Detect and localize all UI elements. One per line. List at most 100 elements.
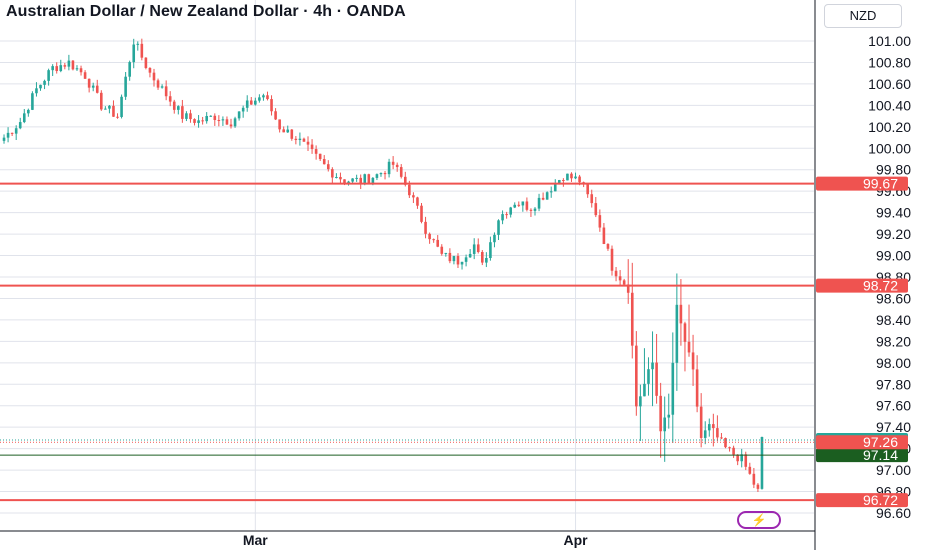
candle-body	[497, 220, 500, 235]
candle-body	[79, 68, 83, 73]
candle-body	[712, 424, 715, 429]
candle-body	[27, 109, 30, 114]
candle-body	[120, 96, 123, 117]
candle-body	[570, 173, 573, 179]
candle-body	[241, 107, 245, 112]
candle-body	[756, 484, 760, 489]
candle-body	[197, 120, 200, 123]
candle-body	[318, 153, 322, 160]
candle-body	[562, 180, 565, 182]
candle-body	[724, 438, 727, 448]
y-tick-label: 98.60	[876, 290, 911, 306]
candle-body	[209, 115, 213, 117]
candle-body	[578, 176, 581, 183]
candle-body	[326, 164, 330, 170]
candle-body	[270, 99, 273, 112]
candle-body	[87, 78, 91, 88]
price-badge-label: 98.72	[863, 278, 898, 294]
x-tick-label: Apr	[563, 532, 588, 548]
candle-body	[347, 181, 350, 184]
candle-body	[10, 132, 14, 134]
candle-body	[444, 252, 448, 254]
candle-body	[586, 183, 589, 195]
candle-body	[618, 276, 622, 281]
candle-body	[112, 105, 115, 117]
candle-body	[95, 85, 99, 93]
y-tick-label: 98.00	[876, 355, 911, 371]
candle-body	[639, 396, 642, 407]
candle-body	[740, 454, 744, 462]
candle-body	[331, 169, 334, 178]
candle-body	[647, 369, 650, 384]
candle-body	[294, 138, 298, 141]
price-badge	[816, 176, 908, 191]
candle-body	[736, 454, 739, 462]
candle-body	[314, 149, 318, 154]
candle-body	[549, 191, 553, 193]
candle-body	[420, 205, 423, 222]
candle-body	[278, 119, 281, 130]
candle-body	[383, 173, 387, 175]
candle-body	[67, 60, 71, 67]
candle-body	[51, 66, 54, 71]
y-tick-label: 100.20	[868, 119, 911, 135]
candle-body	[699, 406, 703, 438]
price-badge-label: 97.26	[863, 434, 898, 450]
candle-body	[716, 428, 719, 438]
candle-body	[732, 447, 735, 455]
candle-body	[217, 119, 221, 121]
candle-body	[233, 118, 237, 127]
candle-body	[2, 137, 6, 141]
currency-button[interactable]: NZD	[824, 4, 902, 28]
candle-body	[720, 437, 723, 439]
candle-body	[752, 473, 756, 485]
candle-body	[351, 178, 354, 182]
candle-body	[537, 197, 541, 209]
candle-body	[460, 261, 464, 265]
candle-body	[262, 95, 265, 98]
candle-body	[622, 280, 626, 285]
candle-body	[31, 93, 34, 110]
candle-body	[574, 176, 577, 179]
candle-body	[266, 95, 269, 100]
candles	[2, 38, 764, 492]
candle-body	[258, 97, 261, 101]
price-badge-label: 96.72	[863, 492, 898, 508]
chart-title: Australian Dollar / New Zealand Dollar ·…	[6, 3, 406, 20]
candle-body	[760, 437, 764, 489]
candle-body	[160, 86, 164, 88]
candle-body	[412, 195, 415, 198]
candle-body	[245, 100, 249, 108]
candle-body	[505, 214, 508, 216]
candle-body	[298, 138, 302, 141]
candle-body	[614, 270, 618, 277]
candle-body	[359, 177, 363, 183]
candle-body	[83, 72, 87, 79]
candle-body	[152, 72, 156, 81]
candle-body	[306, 141, 310, 145]
candle-body	[221, 119, 225, 121]
candle-body	[456, 256, 460, 265]
candle-body	[274, 111, 277, 120]
candle-body	[104, 108, 107, 110]
candle-body	[748, 466, 752, 474]
candle-body	[63, 65, 67, 67]
candle-body	[472, 244, 476, 254]
y-tick-label: 100.60	[868, 76, 911, 92]
candle-body	[464, 257, 468, 262]
candle-body	[659, 395, 662, 432]
candle-body	[6, 132, 10, 138]
candle-body	[675, 304, 679, 363]
candle-body	[71, 60, 75, 70]
y-tick-label: 100.00	[868, 140, 911, 156]
lightning-icon[interactable]: ⚡	[737, 511, 781, 529]
candle-body	[39, 84, 42, 89]
candle-body	[610, 248, 614, 271]
candle-body	[679, 304, 683, 324]
y-tick-label: 97.80	[876, 376, 911, 392]
candle-body	[172, 101, 176, 110]
candle-body	[671, 362, 675, 415]
candle-body	[144, 57, 148, 69]
y-tick-label: 99.80	[876, 162, 911, 178]
